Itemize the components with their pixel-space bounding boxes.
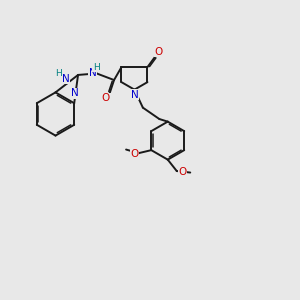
Text: N: N: [71, 88, 79, 98]
Text: H: H: [93, 63, 99, 72]
Text: N: N: [89, 68, 97, 78]
Text: N: N: [130, 90, 138, 100]
Text: O: O: [154, 47, 162, 57]
Text: O: O: [102, 93, 110, 103]
Text: O: O: [131, 149, 139, 159]
Text: N: N: [62, 74, 70, 83]
Text: O: O: [178, 167, 186, 177]
Text: H: H: [56, 69, 62, 78]
